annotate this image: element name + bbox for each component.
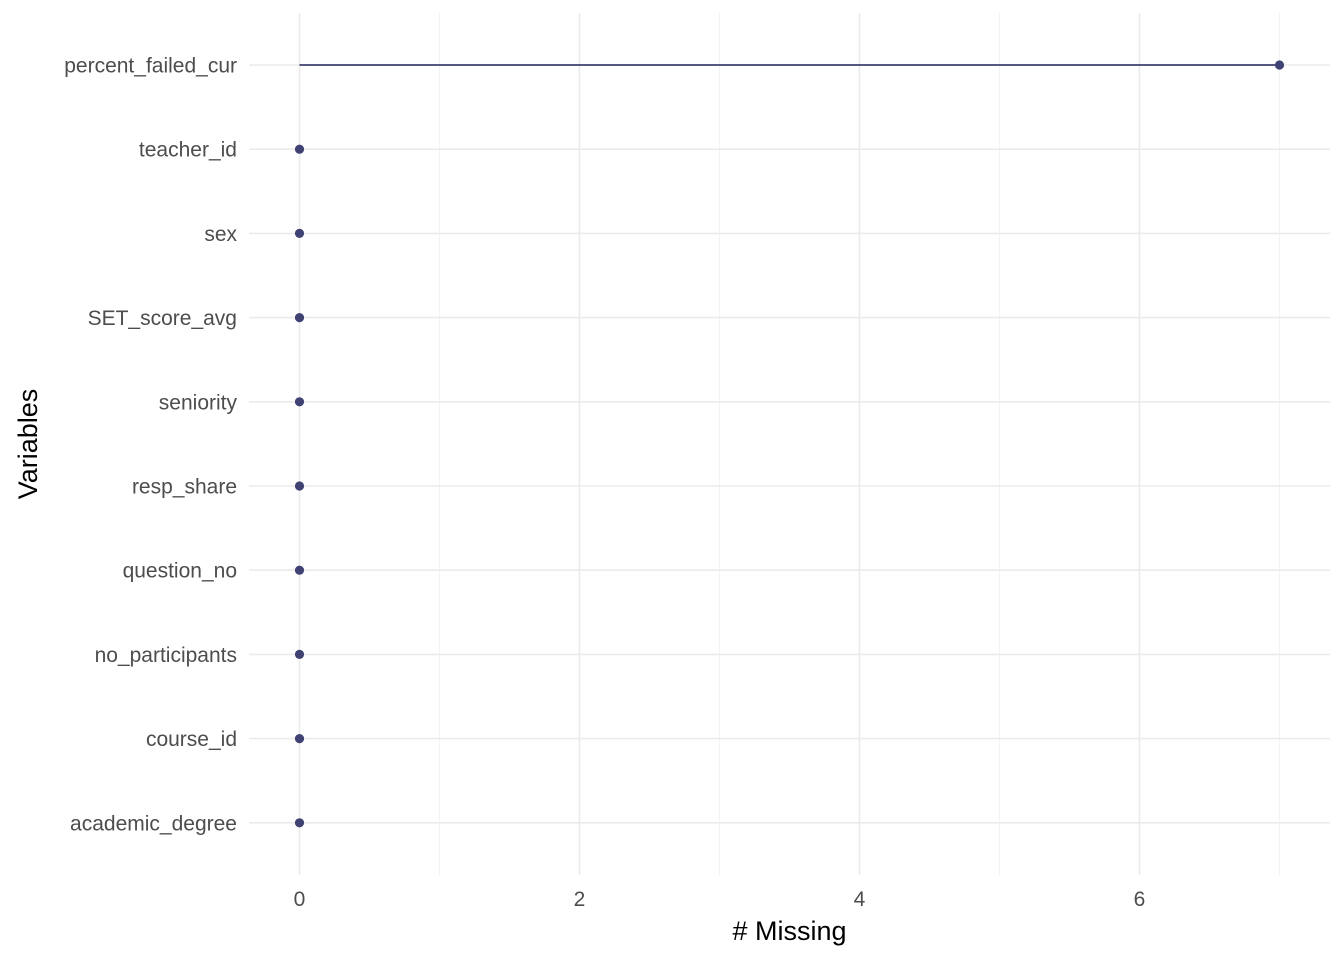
y-tick-label: question_no [123,560,237,583]
y-tick-label: resp_share [132,476,237,499]
lollipop-point [294,818,305,828]
lollipop-point [294,649,305,660]
lollipop-point [294,481,305,491]
lollipop-marks [294,60,1285,828]
y-tick-label: no_participants [95,644,237,667]
x-tick-label: 6 [1134,888,1146,911]
x-tick-label: 0 [294,888,306,911]
y-tick-label: course_id [146,728,237,751]
y-tick-label: seniority [159,391,238,414]
lollipop-point [294,228,305,238]
y-tick-label: teacher_id [139,139,237,162]
x-axis-title: # Missing [732,916,846,946]
y-tick-label: SET_score_avg [88,307,237,330]
x-tick-label: 4 [854,888,866,911]
y-axis-title: Variables [13,389,43,500]
lollipop-point [294,313,305,323]
lollipop-point [1274,60,1285,70]
lollipop-point [294,144,305,154]
lollipop-point [294,397,305,407]
x-tick-label: 2 [574,888,586,911]
y-tick-label: academic_degree [70,812,237,835]
y-tick-label: sex [204,223,237,246]
lollipop-point [294,734,305,744]
lollipop-point [294,565,305,575]
y-tick-label: percent_failed_cur [64,55,237,78]
grid-lines [249,13,1330,875]
